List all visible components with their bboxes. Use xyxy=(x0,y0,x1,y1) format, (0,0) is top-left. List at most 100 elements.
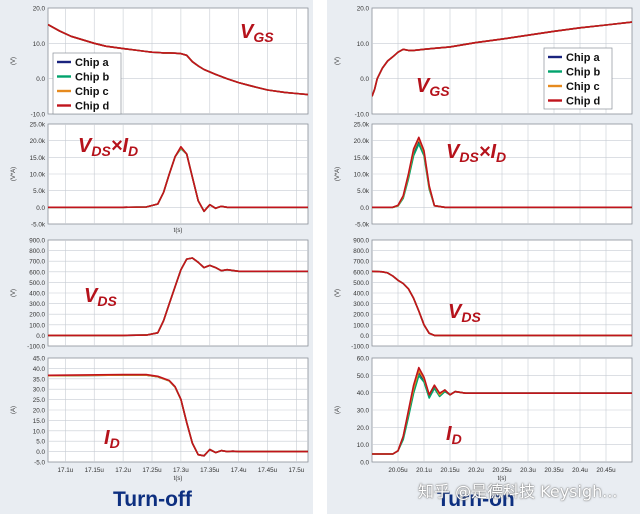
y-tick-label: 15.0k xyxy=(30,155,46,162)
y-tick-label: 10.0 xyxy=(357,442,370,449)
y-tick-label: 35.0 xyxy=(33,376,46,383)
y-tick-label: 10.0 xyxy=(33,41,46,48)
x-tick-label: 17.5u xyxy=(289,467,305,474)
x-tick-label: 20.1u xyxy=(416,467,432,474)
y-tick-label: -10.0 xyxy=(355,112,370,119)
label-power-on: VDS×ID xyxy=(446,141,506,165)
y-tick-label: 0.0 xyxy=(360,205,369,212)
y-tick-label: 0.0 xyxy=(360,76,369,83)
y-axis-unit: (A) xyxy=(335,406,341,414)
y-tick-label: 50.0 xyxy=(357,373,370,380)
legend: Chip a Chip b Chip c Chip d xyxy=(543,47,613,110)
y-tick-label: 15.0 xyxy=(33,418,46,425)
y-tick-label: 0.0 xyxy=(36,333,45,340)
y-tick-label: 100.0 xyxy=(29,322,45,329)
turn-on-caption: Turn-on xyxy=(437,488,515,511)
y-tick-label: 600.0 xyxy=(353,269,369,276)
y-tick-label: 300.0 xyxy=(29,301,45,308)
x-tick-label: 17.25u xyxy=(142,467,162,474)
y-tick-label: 200.0 xyxy=(353,312,369,319)
legend-entry: Chip b xyxy=(75,72,109,84)
y-tick-label: -100.0 xyxy=(351,344,369,351)
series-group xyxy=(48,145,308,213)
series-line-chip-d xyxy=(372,270,632,337)
legend-entry: Chip a xyxy=(566,52,600,64)
y-tick-label: -10.0 xyxy=(31,112,46,119)
x-axis-label: t(s) xyxy=(174,228,183,234)
x-tick-label: 17.45u xyxy=(258,467,278,474)
y-tick-label: 0.0 xyxy=(36,76,45,83)
label-id-on: ID xyxy=(446,423,462,447)
series-group xyxy=(48,23,308,96)
y-tick-label: 200.0 xyxy=(29,312,45,319)
panel-off-p4: 45.0 40.0 35.0 30.0 25.0 20.0 15.0 10.0 5.0 0.0 -5… xyxy=(11,356,309,482)
panel-off-p2: 25.0k 20.0k 15.0k 10.0k 5.0k 0.0 -5.0k (V*A) t(s… xyxy=(11,122,309,234)
y-tick-label: 500.0 xyxy=(29,280,45,287)
y-tick-label: -5.0k xyxy=(355,222,370,229)
series-group xyxy=(372,21,632,97)
panel-off-p3: 900.0 800.0 700.0 600.0 500.0 400.0 300.0 200.0… xyxy=(11,238,309,351)
y-tick-label: 800.0 xyxy=(29,248,45,255)
y-tick-label: 5.0 xyxy=(36,439,45,446)
y-tick-label: 20.0k xyxy=(354,138,370,145)
y-tick-label: 25.0k xyxy=(30,122,46,129)
y-tick-label: 40.0 xyxy=(33,366,46,373)
y-tick-label: 700.0 xyxy=(353,259,369,266)
y-tick-label: 800.0 xyxy=(353,248,369,255)
y-tick-label: 400.0 xyxy=(29,291,45,298)
y-tick-label: 10.0 xyxy=(33,428,46,435)
series-line-chip-d xyxy=(372,366,632,455)
x-tick-label: 17.15u xyxy=(85,467,105,474)
panel-on-p3: 900.0 800.0 700.0 600.0 500.0 400.0 300.0 200.0… xyxy=(335,238,633,351)
y-tick-label: 900.0 xyxy=(353,238,369,245)
x-tick-label: 17.1u xyxy=(57,467,73,474)
y-tick-label: 100.0 xyxy=(353,322,369,329)
x-axis-label: t(s) xyxy=(174,476,183,482)
x-axis-label: t(s) xyxy=(498,476,507,482)
x-tick-label: 20.45u xyxy=(596,467,616,474)
y-tick-label: 400.0 xyxy=(353,291,369,298)
y-axis-unit: (V) xyxy=(335,57,341,65)
legend-entry: Chip c xyxy=(566,81,600,93)
y-tick-label: 45.0 xyxy=(33,356,46,363)
x-tick-label: 20.2u xyxy=(468,467,484,474)
series-group xyxy=(48,257,308,337)
x-tick-label: 17.3u xyxy=(173,467,189,474)
x-tick-label: 20.3u xyxy=(520,467,536,474)
y-tick-label: 20.0 xyxy=(357,425,370,432)
x-tick-label: 17.4u xyxy=(231,467,247,474)
series-group xyxy=(48,373,308,457)
y-tick-label: 600.0 xyxy=(29,269,45,276)
y-tick-label: 900.0 xyxy=(29,238,45,245)
label-vds-on: VDS xyxy=(448,301,481,325)
y-axis-unit: (V) xyxy=(335,289,341,297)
y-tick-label: 0.0 xyxy=(36,449,45,456)
y-tick-label: 30.0 xyxy=(33,387,46,394)
watermark: 知乎 @是德科技 Keysigh... xyxy=(418,482,618,501)
series-line-chip-d xyxy=(48,257,308,337)
y-tick-label: 20.0 xyxy=(357,6,370,13)
legend-entry: Chip d xyxy=(75,101,109,113)
turn-off-caption: Turn-off xyxy=(113,488,192,511)
y-tick-label: 20.0k xyxy=(30,138,46,145)
series-line-chip-d xyxy=(48,23,308,96)
y-tick-label: 5.0k xyxy=(357,188,370,195)
legend-entry: Chip d xyxy=(566,96,600,108)
x-tick-label: 17.35u xyxy=(200,467,220,474)
series-group xyxy=(372,136,632,209)
legend: Chip a Chip b Chip c Chip d xyxy=(52,52,122,115)
legend-entry: Chip a xyxy=(75,57,109,69)
y-tick-label: 5.0k xyxy=(33,188,46,195)
x-tick-label: 20.15u xyxy=(440,467,460,474)
y-tick-label: 10.0k xyxy=(30,172,46,179)
series-group xyxy=(372,270,632,337)
y-tick-label: 0.0 xyxy=(36,205,45,212)
series-line-chip-d xyxy=(48,373,308,457)
y-tick-label: 40.0 xyxy=(357,390,370,397)
y-axis-unit: (V) xyxy=(11,289,17,297)
x-tick-label: 20.4u xyxy=(572,467,588,474)
panel-on-p4: 60.0 50.0 40.0 30.0 20.0 10.0 0.0 (A) 20.05u 20.1… xyxy=(335,356,633,482)
label-vgs-on: VGS xyxy=(416,75,450,99)
